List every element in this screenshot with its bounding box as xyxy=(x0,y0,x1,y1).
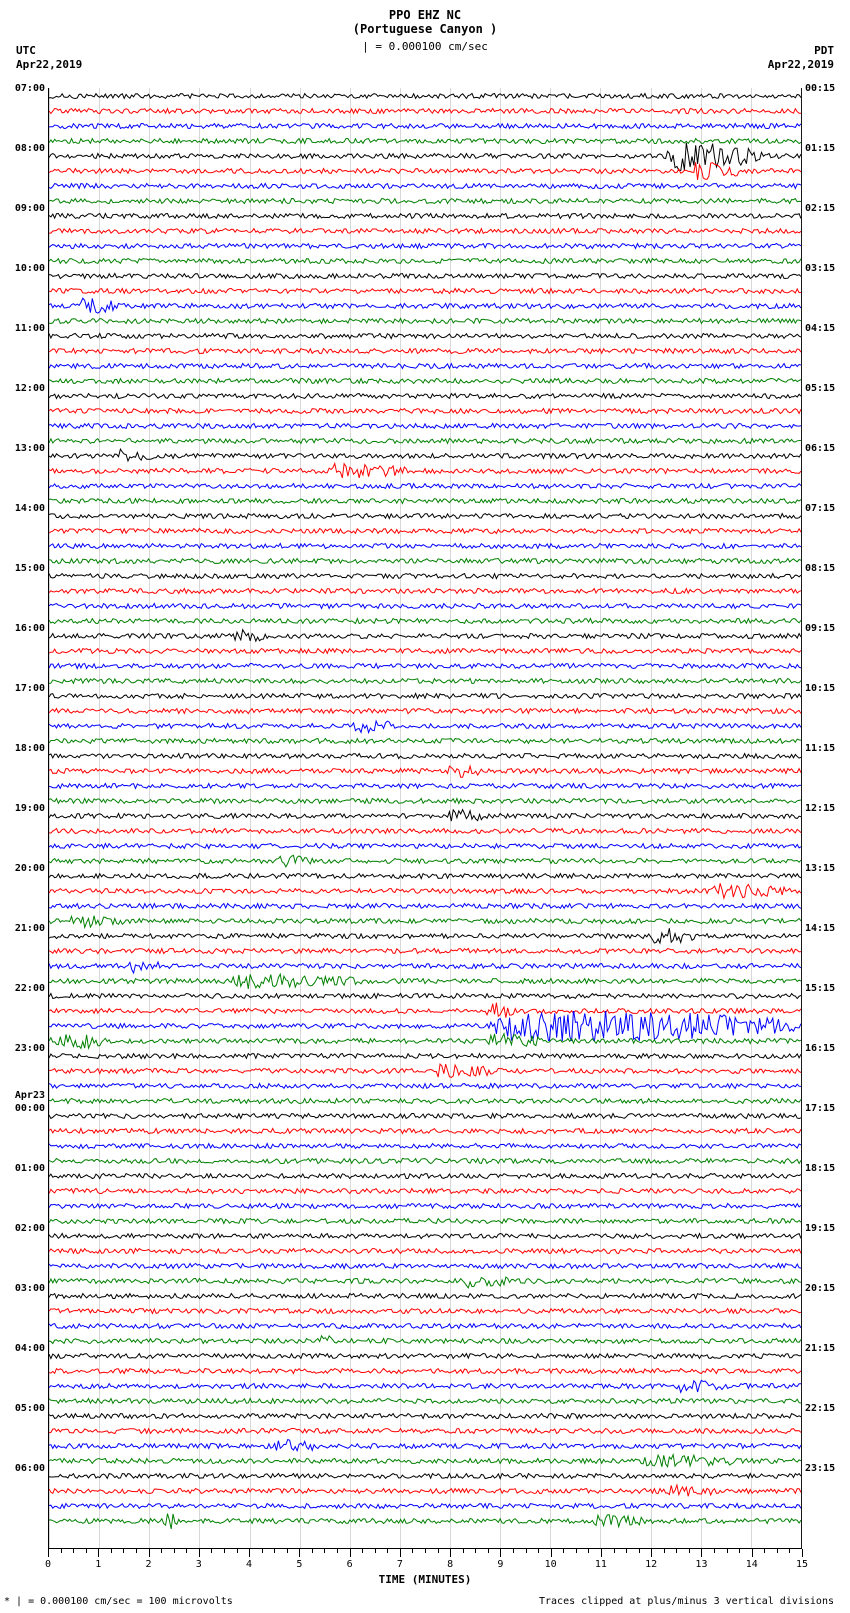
local-hour-label: 06:15 xyxy=(801,443,835,454)
tz-right-label: PDT xyxy=(814,44,834,57)
utc-hour-label: 22:00 xyxy=(15,983,49,994)
scale-bar-text: | = 0.000100 cm/sec xyxy=(0,40,850,53)
utc-hour-label: 04:00 xyxy=(15,1343,49,1354)
utc-hour-label: 12:00 xyxy=(15,383,49,394)
local-hour-label: 09:15 xyxy=(801,623,835,634)
utc-hour-label: 02:00 xyxy=(15,1223,49,1234)
x-tick-label: 15 xyxy=(796,1559,808,1570)
utc-hour-label: 01:00 xyxy=(15,1163,49,1174)
local-hour-label: 22:15 xyxy=(801,1403,835,1414)
tz-left-label: UTC xyxy=(16,44,36,57)
utc-hour-label: 17:00 xyxy=(15,683,49,694)
local-hour-label: 11:15 xyxy=(801,743,835,754)
x-tick-label: 2 xyxy=(146,1559,152,1570)
utc-hour-label: 19:00 xyxy=(15,803,49,814)
x-tick-label: 10 xyxy=(545,1559,557,1570)
utc-date-label: Apr23 xyxy=(15,1090,49,1101)
x-tick-label: 5 xyxy=(296,1559,302,1570)
x-tick-label: 8 xyxy=(447,1559,453,1570)
x-tick-label: 6 xyxy=(347,1559,353,1570)
local-hour-label: 23:15 xyxy=(801,1463,835,1474)
utc-hour-label: 20:00 xyxy=(15,863,49,874)
station-title: PPO EHZ NC xyxy=(0,0,850,22)
footer-right-text: Traces clipped at plus/minus 3 vertical … xyxy=(539,1596,834,1607)
utc-hour-label: 07:00 xyxy=(15,83,49,94)
local-hour-label: 15:15 xyxy=(801,983,835,994)
trace-row xyxy=(49,1513,801,1528)
local-hour-label: 19:15 xyxy=(801,1223,835,1234)
grid-line xyxy=(801,88,802,1548)
date-right-label: Apr22,2019 xyxy=(768,58,834,71)
local-hour-label: 20:15 xyxy=(801,1283,835,1294)
utc-hour-label: 18:00 xyxy=(15,743,49,754)
x-tick-label: 9 xyxy=(497,1559,503,1570)
utc-hour-label: 16:00 xyxy=(15,623,49,634)
x-tick-label: 4 xyxy=(246,1559,252,1570)
x-axis-label: TIME (MINUTES) xyxy=(48,1573,802,1586)
local-hour-label: 12:15 xyxy=(801,803,835,814)
utc-hour-label: 09:00 xyxy=(15,203,49,214)
utc-hour-label: 14:00 xyxy=(15,503,49,514)
utc-hour-label: 03:00 xyxy=(15,1283,49,1294)
utc-hour-label: 23:00 xyxy=(15,1043,49,1054)
x-tick-label: 0 xyxy=(45,1559,51,1570)
x-tick-label: 11 xyxy=(595,1559,607,1570)
local-hour-label: 07:15 xyxy=(801,503,835,514)
x-tick-label: 3 xyxy=(196,1559,202,1570)
footer-left-text: * | = 0.000100 cm/sec = 100 microvolts xyxy=(4,1596,233,1607)
local-hour-label: 13:15 xyxy=(801,863,835,874)
x-tick-label: 12 xyxy=(645,1559,657,1570)
helicorder-plot: 07:0000:1508:0001:1509:0002:1510:0003:15… xyxy=(48,88,802,1548)
x-tick-label: 13 xyxy=(695,1559,707,1570)
local-hour-label: 10:15 xyxy=(801,683,835,694)
utc-hour-label: 00:00 xyxy=(15,1103,49,1114)
x-tick-label: 14 xyxy=(746,1559,758,1570)
utc-hour-label: 13:00 xyxy=(15,443,49,454)
local-hour-label: 14:15 xyxy=(801,923,835,934)
utc-hour-label: 08:00 xyxy=(15,143,49,154)
utc-hour-label: 10:00 xyxy=(15,263,49,274)
x-tick-label: 1 xyxy=(95,1559,101,1570)
local-hour-label: 18:15 xyxy=(801,1163,835,1174)
utc-hour-label: 15:00 xyxy=(15,563,49,574)
local-hour-label: 17:15 xyxy=(801,1103,835,1114)
utc-hour-label: 06:00 xyxy=(15,1463,49,1474)
date-left-label: Apr22,2019 xyxy=(16,58,82,71)
utc-hour-label: 11:00 xyxy=(15,323,49,334)
local-hour-label: 00:15 xyxy=(801,83,835,94)
seismogram-container: PPO EHZ NC (Portuguese Canyon ) | = 0.00… xyxy=(0,0,850,1613)
local-hour-label: 21:15 xyxy=(801,1343,835,1354)
x-axis: 0123456789101112131415 TIME (MINUTES) xyxy=(48,1548,802,1588)
local-hour-label: 04:15 xyxy=(801,323,835,334)
utc-hour-label: 05:00 xyxy=(15,1403,49,1414)
local-hour-label: 16:15 xyxy=(801,1043,835,1054)
local-hour-label: 05:15 xyxy=(801,383,835,394)
local-hour-label: 01:15 xyxy=(801,143,835,154)
x-tick-label: 7 xyxy=(397,1559,403,1570)
local-hour-label: 08:15 xyxy=(801,563,835,574)
local-hour-label: 02:15 xyxy=(801,203,835,214)
local-hour-label: 03:15 xyxy=(801,263,835,274)
location-title: (Portuguese Canyon ) xyxy=(0,22,850,36)
utc-hour-label: 21:00 xyxy=(15,923,49,934)
